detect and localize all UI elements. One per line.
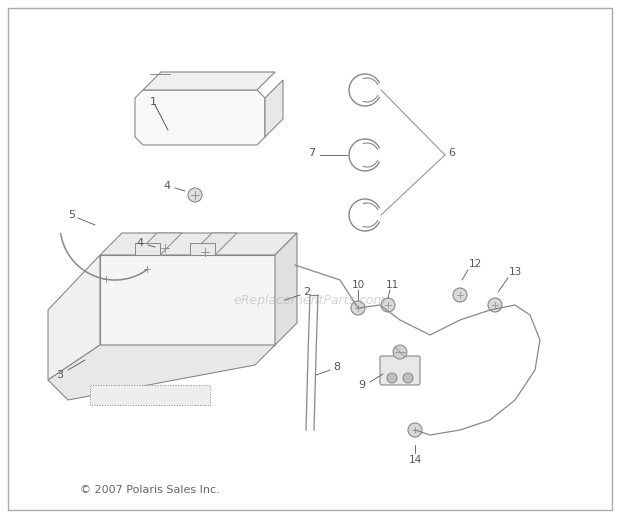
Text: 11: 11	[386, 280, 399, 290]
Polygon shape	[100, 233, 297, 255]
Text: 10: 10	[352, 280, 365, 290]
Circle shape	[158, 241, 172, 255]
Circle shape	[100, 274, 112, 285]
Circle shape	[381, 298, 395, 312]
Circle shape	[403, 373, 413, 383]
Text: 8: 8	[334, 362, 340, 372]
Polygon shape	[135, 243, 160, 255]
Polygon shape	[275, 233, 297, 345]
Circle shape	[141, 264, 153, 276]
Text: 6: 6	[448, 148, 456, 158]
FancyBboxPatch shape	[8, 8, 612, 510]
FancyBboxPatch shape	[380, 356, 420, 385]
Circle shape	[453, 288, 467, 302]
Circle shape	[408, 423, 422, 437]
Polygon shape	[190, 233, 237, 255]
Text: eReplacementParts.com: eReplacementParts.com	[234, 294, 386, 307]
Polygon shape	[135, 90, 265, 145]
Text: 13: 13	[508, 267, 521, 277]
Text: 9: 9	[358, 380, 366, 390]
Text: 5: 5	[68, 210, 76, 220]
Polygon shape	[265, 80, 283, 137]
Text: 2: 2	[303, 287, 311, 297]
Circle shape	[188, 188, 202, 202]
Text: 4: 4	[136, 238, 144, 248]
Polygon shape	[90, 385, 210, 405]
Circle shape	[488, 298, 502, 312]
Circle shape	[198, 245, 212, 259]
Text: 3: 3	[56, 370, 63, 380]
Text: 12: 12	[468, 259, 482, 269]
Text: 7: 7	[308, 148, 316, 158]
Polygon shape	[135, 233, 182, 255]
Text: 14: 14	[409, 455, 422, 465]
Polygon shape	[143, 72, 275, 90]
Polygon shape	[100, 255, 275, 345]
Circle shape	[387, 373, 397, 383]
Circle shape	[393, 345, 407, 359]
Text: 1: 1	[149, 97, 156, 107]
Polygon shape	[48, 255, 100, 380]
Polygon shape	[48, 345, 275, 400]
Polygon shape	[190, 243, 215, 255]
Text: 4: 4	[164, 181, 170, 191]
Circle shape	[351, 301, 365, 315]
Text: © 2007 Polaris Sales Inc.: © 2007 Polaris Sales Inc.	[80, 485, 219, 495]
